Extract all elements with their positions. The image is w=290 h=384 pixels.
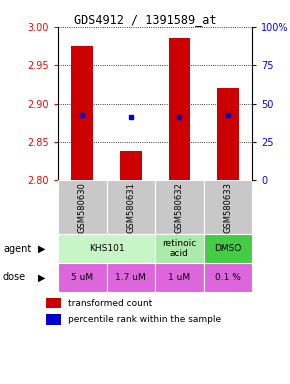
Bar <box>155 180 204 234</box>
Bar <box>58 263 106 292</box>
Text: GSM580631: GSM580631 <box>126 182 135 233</box>
Bar <box>155 234 204 263</box>
Bar <box>71 46 93 180</box>
Text: GDS4912 / 1391589_at: GDS4912 / 1391589_at <box>74 13 216 26</box>
Text: 5 uM: 5 uM <box>71 273 93 282</box>
Bar <box>204 234 252 263</box>
Bar <box>58 234 155 263</box>
Bar <box>217 88 239 180</box>
Text: 1 uM: 1 uM <box>168 273 191 282</box>
Bar <box>106 263 155 292</box>
Bar <box>46 298 61 308</box>
Text: DMSO: DMSO <box>214 244 242 253</box>
Bar <box>204 263 252 292</box>
Bar <box>58 180 106 234</box>
Text: KHS101: KHS101 <box>89 244 124 253</box>
Text: 0.1 %: 0.1 % <box>215 273 241 282</box>
Text: retinoic
acid: retinoic acid <box>162 239 197 258</box>
Text: dose: dose <box>3 272 26 283</box>
Text: transformed count: transformed count <box>68 299 152 308</box>
Text: GSM580630: GSM580630 <box>78 182 87 233</box>
Text: percentile rank within the sample: percentile rank within the sample <box>68 315 221 324</box>
Bar <box>120 151 142 180</box>
Bar <box>106 180 155 234</box>
Bar <box>46 314 61 325</box>
Text: agent: agent <box>3 243 31 254</box>
Text: ▶: ▶ <box>38 243 46 254</box>
Text: 1.7 uM: 1.7 uM <box>115 273 146 282</box>
Bar <box>155 263 204 292</box>
Text: GSM580632: GSM580632 <box>175 182 184 233</box>
Bar <box>168 38 190 180</box>
Text: ▶: ▶ <box>38 272 46 283</box>
Bar <box>204 180 252 234</box>
Text: GSM580633: GSM580633 <box>224 182 233 233</box>
